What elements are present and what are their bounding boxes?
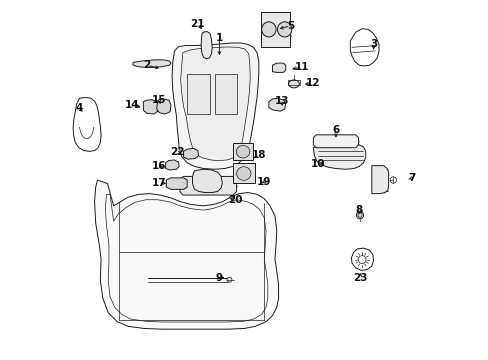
Text: 20: 20 bbox=[228, 195, 242, 205]
Text: 19: 19 bbox=[257, 177, 271, 187]
Ellipse shape bbox=[236, 145, 249, 158]
Polygon shape bbox=[165, 160, 179, 170]
Polygon shape bbox=[313, 144, 365, 169]
Text: 21: 21 bbox=[189, 19, 204, 29]
Polygon shape bbox=[201, 32, 212, 59]
Bar bbox=[287, 80, 299, 85]
Polygon shape bbox=[143, 100, 158, 114]
Polygon shape bbox=[180, 47, 250, 161]
Text: 5: 5 bbox=[286, 21, 293, 31]
Polygon shape bbox=[166, 178, 187, 189]
Bar bbox=[233, 143, 252, 160]
Bar bbox=[233, 163, 254, 183]
Polygon shape bbox=[180, 176, 236, 195]
Bar bbox=[215, 74, 236, 114]
Text: 4: 4 bbox=[75, 103, 82, 113]
Text: 14: 14 bbox=[125, 100, 140, 110]
Polygon shape bbox=[313, 135, 358, 148]
Text: 1: 1 bbox=[215, 33, 223, 43]
Polygon shape bbox=[371, 166, 388, 194]
Text: 11: 11 bbox=[294, 62, 308, 72]
Text: 15: 15 bbox=[152, 95, 166, 105]
Bar bbox=[260, 12, 289, 47]
Text: 2: 2 bbox=[143, 60, 150, 70]
Text: 18: 18 bbox=[252, 150, 266, 160]
Bar bbox=[187, 74, 210, 114]
Ellipse shape bbox=[357, 213, 362, 217]
Polygon shape bbox=[183, 148, 198, 159]
Ellipse shape bbox=[277, 22, 291, 37]
Polygon shape bbox=[132, 60, 171, 67]
Polygon shape bbox=[172, 43, 258, 169]
Polygon shape bbox=[94, 180, 278, 329]
Polygon shape bbox=[268, 98, 285, 111]
Ellipse shape bbox=[288, 80, 299, 88]
Polygon shape bbox=[272, 63, 285, 72]
Text: 13: 13 bbox=[274, 96, 289, 106]
Text: 22: 22 bbox=[169, 147, 184, 157]
Text: 17: 17 bbox=[152, 178, 166, 188]
Text: 9: 9 bbox=[215, 273, 223, 283]
Text: 7: 7 bbox=[407, 173, 414, 183]
Ellipse shape bbox=[261, 22, 276, 37]
Ellipse shape bbox=[236, 167, 250, 180]
Polygon shape bbox=[192, 169, 222, 193]
Text: 6: 6 bbox=[332, 125, 339, 135]
Text: 12: 12 bbox=[305, 78, 319, 88]
Text: 8: 8 bbox=[355, 206, 362, 216]
Text: 23: 23 bbox=[352, 273, 367, 283]
Text: 3: 3 bbox=[369, 39, 376, 49]
Ellipse shape bbox=[226, 277, 231, 282]
Polygon shape bbox=[156, 99, 171, 114]
Text: 16: 16 bbox=[152, 161, 166, 171]
Text: 10: 10 bbox=[310, 159, 325, 169]
